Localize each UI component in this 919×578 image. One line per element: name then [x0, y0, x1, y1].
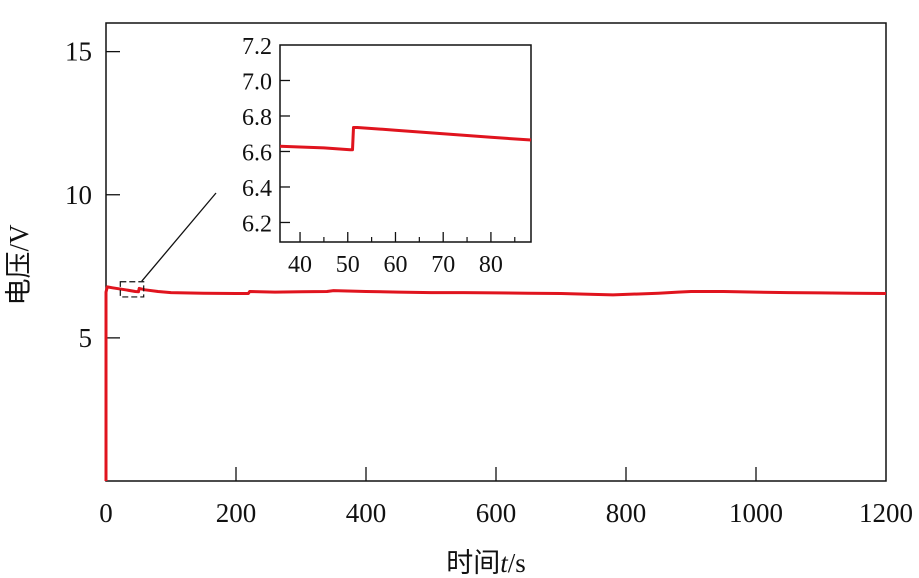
zoom-connector-line	[141, 192, 217, 282]
x-tick-label: 70	[431, 252, 455, 278]
y-tick-label: 6.2	[242, 211, 272, 237]
y-tick-label: 15	[65, 37, 92, 67]
x-tick-label: 50	[336, 252, 360, 278]
x-tick-label: 40	[288, 252, 312, 278]
x-tick-label: 400	[346, 498, 387, 528]
y-tick-label: 10	[65, 180, 92, 210]
x-tick-label: 200	[216, 498, 257, 528]
zoom-region-box	[119, 281, 145, 298]
y-tick-label: 6.8	[242, 105, 272, 131]
x-tick-label: 1200	[859, 498, 913, 528]
x-tick-label: 0	[99, 498, 113, 528]
x-tick-label: 80	[479, 252, 503, 278]
x-tick-label: 60	[383, 252, 407, 278]
inset-plot: 40 50 60 70 80 6.2 6.4 6.6 6.8 7.0 7.2	[242, 34, 532, 278]
x-tick-label: 600	[476, 498, 517, 528]
x-tick-label: 800	[606, 498, 647, 528]
y-tick-label: 5	[79, 323, 93, 353]
x-tick-label: 1000	[729, 498, 783, 528]
data-series-line	[279, 126, 532, 152]
x-axis-label: 时间t/s	[446, 548, 526, 578]
plot-frame	[279, 44, 532, 243]
y-tick-label: 6.4	[242, 176, 272, 202]
y-tick-label: 7.0	[242, 69, 272, 95]
data-series-line	[104, 285, 887, 481]
y-axis-label: 电压/V	[4, 224, 34, 306]
y-tick-label: 7.2	[242, 34, 272, 60]
y-tick-label: 6.6	[242, 140, 272, 166]
